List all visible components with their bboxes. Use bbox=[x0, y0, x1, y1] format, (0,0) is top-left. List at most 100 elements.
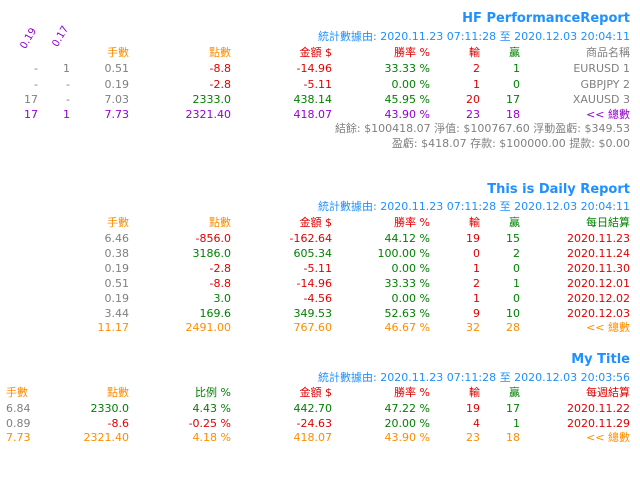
r2-row-date: 2020.12.03 bbox=[567, 307, 630, 320]
r3-header-winrate: 勝率 % bbox=[394, 386, 430, 399]
r3-row-points: 2330.0 bbox=[90, 402, 130, 415]
r3-row-loss: 19 bbox=[466, 402, 480, 415]
r2-row-points: 3.0 bbox=[213, 292, 232, 305]
r2-row-loss: 0 bbox=[473, 247, 480, 260]
r1-row-name: XAUUSD 3 bbox=[572, 93, 630, 106]
r2-row-loss: 19 bbox=[466, 232, 480, 245]
r3-row-winrate: 20.00 % bbox=[384, 416, 430, 430]
r2-total-points: 2491.00 bbox=[185, 321, 232, 334]
r1-row-lots: 0.51 bbox=[104, 62, 130, 75]
r3-row-amount: 442.70 bbox=[293, 402, 333, 415]
r3-row-winrate: 47.22 % bbox=[384, 402, 430, 415]
rotated-label-2: 0.17 bbox=[50, 24, 72, 49]
r1-row-loss: 20 bbox=[466, 93, 480, 106]
r3-header-name: 每週結算 bbox=[586, 386, 630, 399]
r2-row-win: 2 bbox=[513, 247, 520, 260]
r2-total-lots: 11.17 bbox=[97, 321, 130, 334]
r2-row-points: -856.0 bbox=[195, 232, 231, 245]
r2-row-points: -8.8 bbox=[209, 277, 231, 290]
r1-row-col1: 17 bbox=[24, 93, 38, 106]
r1-row-winrate: 45.95 % bbox=[384, 93, 430, 106]
r3-header-win: 贏 bbox=[509, 386, 520, 399]
r1-row-winrate: 0.00 % bbox=[391, 77, 430, 91]
r2-total-amount: 767.60 bbox=[293, 321, 333, 334]
r2-total-win: 28 bbox=[506, 321, 520, 334]
r3-header-loss: 輸 bbox=[469, 386, 480, 399]
r2-row-winrate: 100.00 % bbox=[377, 247, 430, 260]
report1-stats-line: 統計數據由: 2020.11.23 07:11:28 至 2020.12.03 … bbox=[318, 30, 630, 43]
r1-total-loss: 23 bbox=[466, 108, 480, 121]
r3-total-win: 18 bbox=[506, 431, 520, 444]
r3-header-ratio: 比例 % bbox=[195, 386, 231, 399]
r3-total-lots: 7.73 bbox=[6, 431, 31, 444]
r1-row-lots: 7.03 bbox=[104, 93, 130, 106]
r2-row-loss: 2 bbox=[473, 277, 480, 290]
r2-row-lots: 0.19 bbox=[104, 262, 130, 275]
r2-row-lots: 0.38 bbox=[104, 247, 130, 260]
r2-row-date: 2020.12.01 bbox=[567, 277, 630, 290]
r1-total-c2: 1 bbox=[63, 108, 70, 121]
r3-total-amount: 418.07 bbox=[293, 431, 333, 444]
r2-row-win: 10 bbox=[506, 307, 520, 320]
r2-total-name: << 總數 bbox=[586, 321, 630, 334]
r3-row-ratio: -0.25 % bbox=[188, 416, 231, 430]
r3-row-lots: 6.84 bbox=[6, 402, 31, 415]
r2-row-loss: 1 bbox=[473, 292, 480, 305]
r2-row-date: 2020.11.30 bbox=[567, 262, 630, 275]
r2-row-date: 2020.12.02 bbox=[567, 292, 630, 305]
r2-row-loss: 1 bbox=[473, 262, 480, 275]
report1-title: HF PerformanceReport bbox=[462, 11, 630, 26]
r1-total-c1: 17 bbox=[24, 108, 38, 121]
r3-row-win: 17 bbox=[506, 402, 520, 415]
r2-row-loss: 9 bbox=[473, 307, 480, 320]
r3-row-amount: -24.63 bbox=[296, 416, 332, 430]
r2-row-winrate: 33.33 % bbox=[384, 277, 430, 290]
r2-row-lots: 6.46 bbox=[104, 232, 130, 245]
r2-total-winrate: 46.67 % bbox=[384, 321, 430, 334]
r2-row-amount: -14.96 bbox=[296, 277, 332, 290]
r1-header-amount: 金額 $ bbox=[299, 46, 333, 59]
report2-stats-line: 統計數據由: 2020.11.23 07:11:28 至 2020.12.03 … bbox=[318, 200, 630, 213]
r1-row-win: 1 bbox=[513, 62, 520, 75]
r3-total-ratio: 4.18 % bbox=[192, 431, 231, 444]
r2-row-win: 15 bbox=[506, 232, 520, 245]
r1-header-lots: 手數 bbox=[107, 46, 129, 59]
r1-header-loss: 輸 bbox=[469, 46, 480, 59]
r2-row-winrate: 0.00 % bbox=[391, 292, 430, 305]
r1-row-col1: - bbox=[34, 62, 38, 75]
r1-summary-balance: 結餘: $100418.07 淨值: $100767.60 浮動盈虧: $349… bbox=[334, 122, 630, 135]
r2-row-amount: -5.11 bbox=[303, 262, 332, 275]
r1-header-points: 點數 bbox=[209, 46, 231, 59]
r2-row-date: 2020.11.23 bbox=[567, 232, 630, 245]
r3-row-points: -8.6 bbox=[107, 416, 129, 430]
r3-row-date: 2020.11.22 bbox=[567, 402, 630, 415]
r1-row-win: 0 bbox=[513, 77, 520, 91]
report2-title: This is Daily Report bbox=[487, 182, 630, 197]
r1-row-amount: -5.11 bbox=[303, 77, 332, 91]
r1-row-win: 17 bbox=[506, 93, 520, 106]
r1-row-col1: - bbox=[34, 77, 38, 91]
rotated-label-1: 0.19 bbox=[18, 26, 40, 51]
r3-row-loss: 4 bbox=[473, 416, 480, 430]
r1-row-col2: - bbox=[66, 77, 70, 91]
r2-row-winrate: 44.12 % bbox=[384, 232, 430, 245]
r1-total-amount: 418.07 bbox=[293, 108, 333, 121]
r1-total-name: << 總數 bbox=[586, 108, 630, 121]
r1-total-win: 18 bbox=[506, 108, 520, 121]
r1-row-lots: 0.19 bbox=[104, 77, 130, 91]
r1-header-winrate: 勝率 % bbox=[394, 46, 430, 59]
r3-total-name: << 總數 bbox=[586, 431, 630, 444]
r3-header-lots: 手數 bbox=[6, 386, 28, 399]
r2-row-win: 0 bbox=[513, 262, 520, 275]
r3-total-points: 2321.40 bbox=[83, 431, 130, 444]
r2-row-amount: 605.34 bbox=[293, 247, 333, 260]
r1-row-loss: 2 bbox=[473, 62, 480, 75]
r3-row-ratio: 4.43 % bbox=[192, 402, 231, 415]
r3-header-points: 點數 bbox=[107, 386, 129, 399]
r2-total-loss: 32 bbox=[466, 321, 480, 334]
r2-row-points: 169.6 bbox=[199, 307, 232, 320]
r2-header-win: 贏 bbox=[509, 216, 520, 229]
r1-row-loss: 1 bbox=[473, 77, 480, 91]
r2-row-amount: -4.56 bbox=[303, 292, 332, 305]
r1-row-col2: - bbox=[66, 93, 70, 106]
